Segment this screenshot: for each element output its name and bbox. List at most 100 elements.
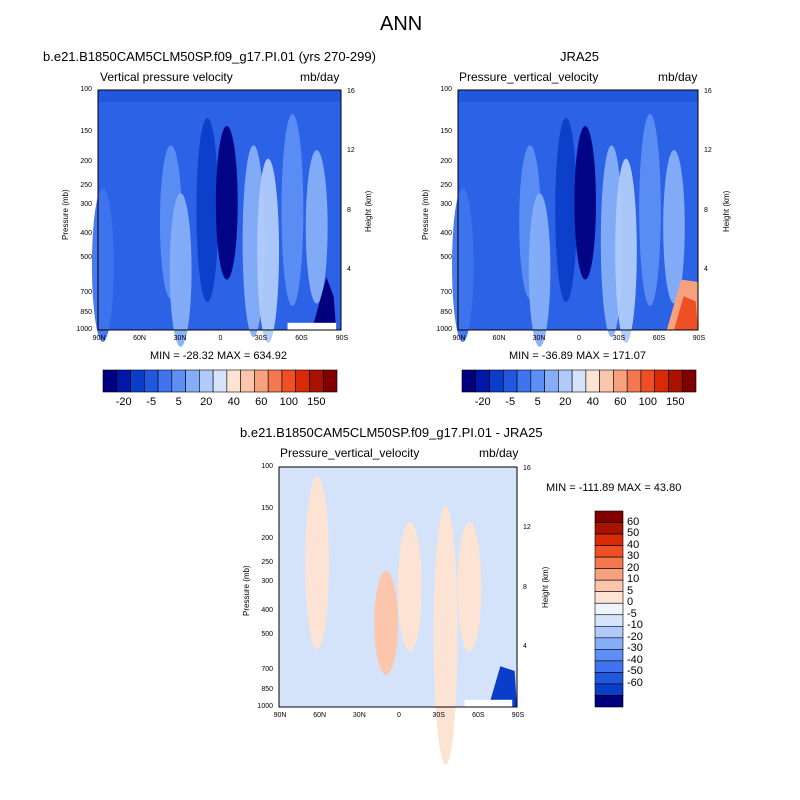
panel-model-colorbar-swatch [102,369,118,393]
panel-model-xtick: 60S [295,335,308,342]
panel-model-colorbar-swatch [143,369,159,393]
panel-diff-xtick: 30N [352,712,366,719]
panel-diff-colorbar-swatch [594,533,624,546]
panel-obs-ylabel-right: Height (km) [722,190,731,232]
panel-obs-ytick: 200 [440,158,452,166]
panel-model-colorbar-label: 40 [227,396,240,408]
panel-diff-colorbar-swatch [594,522,624,535]
panel-diff-plot [278,466,518,765]
panel-model-colorbar-label: 20 [200,396,213,408]
panel-obs-ytick: 1000 [436,326,452,333]
panel-model-title: b.e21.B1850CAM5CLM50SP.f09_g17.PI.01 (yr… [43,49,376,64]
panel-model-ytick: 250 [80,181,92,189]
panel-obs-contour [674,296,698,330]
panel-diff-xtick: 60N [313,712,327,719]
panel-diff-colorbar-swatch [594,672,624,685]
panel-model-xtick: 90S [335,335,349,342]
panel-diff-colorbar-swatch [594,556,624,569]
panel-diff-stats: MIN = -111.89 MAX = 43.80 [546,482,682,494]
panel-model-ytick: 200 [80,158,92,166]
panel-obs-ytick: 300 [440,200,452,208]
panel-model-ytick: 100 [80,86,92,93]
panel-obs-plot [452,89,699,347]
panel-diff-ytick: 100 [261,463,273,470]
panel-obs-colorbar-swatch [489,369,504,393]
panel-diff-colorbar-label: 20 [627,561,640,574]
panel-model-ytick: 700 [80,288,92,296]
panel-model-ytick: 400 [80,230,92,238]
panel-diff-height-tick: 4 [523,643,527,651]
panel-model-contour [257,158,280,343]
panel-model-xtick: 90N [92,335,106,342]
panel-model-colorbar-swatch [267,369,283,393]
panel-diff-ytick: 200 [261,535,273,543]
panel-diff-colorbar-label: -5 [627,607,637,620]
panel-model-colorbar-swatch [226,369,241,393]
panel-diff-colorbar-label: 10 [627,573,640,586]
panel-model-ytick: 850 [80,309,92,317]
panel-model-colorbar-label: 60 [255,396,268,408]
panel-model-colorbar-label: 100 [279,396,298,408]
panel-diff-height-tick: 12 [523,524,531,532]
panel-model-contour [215,126,238,280]
panel-obs-ytick: 150 [440,128,452,136]
panel-diff-colorbar-label: 40 [627,538,640,551]
panel-obs-contour [458,90,698,102]
panel-obs-contour [528,193,551,347]
panel-model-frame [97,89,342,331]
panel-obs-colorbar-label: 60 [614,396,627,408]
panel-model-colorbar-swatch [212,369,228,393]
panel-diff-colorbar-swatch [594,637,624,650]
panel-model-xtick: 30S [254,335,268,342]
panel-diff-contour [398,522,422,652]
panel-model-colorbar-swatch [309,369,324,393]
panel-diff-colorbar [594,510,624,708]
panel-obs-colorbar-swatch [558,369,573,393]
panel-diff-ytick: 700 [261,665,273,673]
panel-obs-colorbar-swatch [461,369,477,393]
panel-obs-stats: MIN = -36.89 MAX = 171.07 [509,350,646,362]
panel-obs-colorbar-swatch [681,369,697,393]
panel-diff-colorbar-swatch [594,545,624,558]
panel-model-ylabel: Pressure (mb) [61,189,70,240]
panel-obs-height-tick: 8 [704,206,708,214]
panel-obs-colorbar-swatch [599,369,614,393]
panel-model-contour [98,90,341,102]
panel-diff-colorbar-swatch [594,510,624,523]
panel-obs-title: JRA25 [560,49,600,64]
panel-obs-ytick: 400 [440,230,452,238]
panel-diff-ytick: 1000 [257,703,273,710]
panel-diff-title: b.e21.B1850CAM5CLM50SP.f09_g17.PI.01 - J… [240,425,543,440]
panel-obs-colorbar-label: 100 [638,396,657,408]
panel-model-contour [196,117,219,303]
panel-obs-frame [457,89,699,331]
panel-diff-left-label: Pressure_vertical_velocity [280,446,420,460]
panel-model-colorbar-swatch [157,369,173,393]
panel-model-colorbar-swatch [240,369,255,393]
panel-diff-frame [278,466,518,708]
panel-diff-colorbar-label: 30 [627,550,640,563]
panel-diff-contour [488,666,517,707]
panel-model-units: mb/day [300,70,340,84]
panel-model-colorbar-label: -20 [115,396,132,408]
panel-model-xtick: 0 [218,335,223,342]
panel-obs-xtick: 60N [492,335,506,342]
panel-model-height-tick: 16 [347,87,355,95]
panel-diff-xtick: 0 [397,712,401,719]
panel-obs-colorbar-swatch [668,369,683,393]
panel-obs-colorbar-swatch [475,369,490,393]
panel-diff-ytick: 150 [261,505,273,513]
panel-obs-units: mb/day [658,70,698,84]
panel-diff-colorbar-label: -60 [627,676,643,689]
panel-model-colorbar-swatch [130,369,145,393]
panel-obs-xtick: 0 [577,335,581,342]
panel-model-contour [169,193,192,347]
panel-obs-colorbar-swatch [516,369,532,393]
panel-diff-contour [433,505,458,765]
panel-obs-contour [639,114,661,306]
panel-obs-height-tick: 16 [704,87,712,95]
panel-diff-colorbar-swatch [594,591,624,604]
panel-model-height-tick: 4 [347,266,351,274]
panel-diff-colorbar-swatch [594,614,624,627]
